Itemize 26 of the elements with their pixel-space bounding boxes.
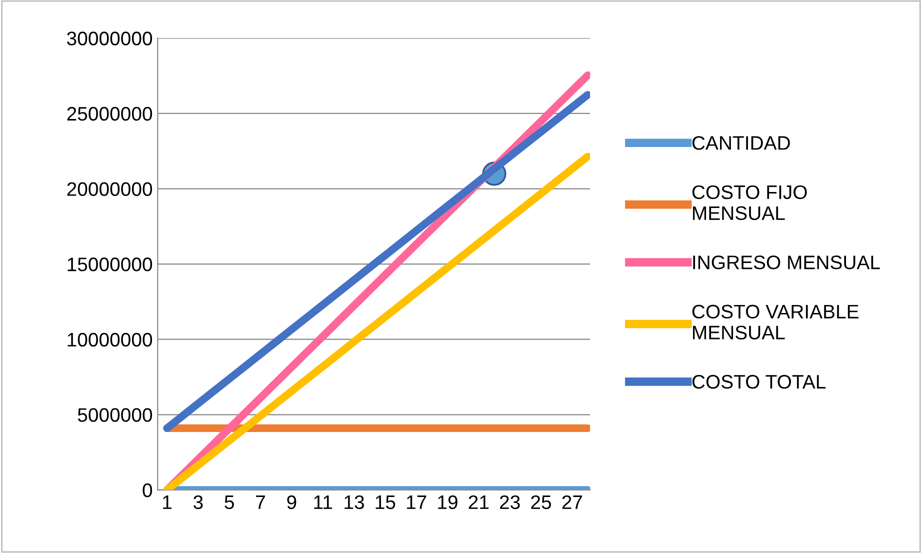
y-tick-label: 15000000	[68, 258, 152, 272]
x-tick-label: 23	[500, 495, 520, 510]
x-tick-label: 5	[224, 496, 234, 510]
legend-label: COSTO VARIABLE MENSUAL	[692, 304, 858, 340]
x-tick-label: 17	[407, 496, 426, 509]
x-tick-label: 21	[468, 495, 489, 509]
legend-label: COSTO FIJO MENSUAL	[692, 185, 807, 220]
x-tick-label: 7	[256, 496, 265, 509]
y-tick-label: 5000000	[78, 408, 152, 422]
x-tick-label: 1	[163, 496, 172, 509]
legend-label: INGRESO MENSUAL	[693, 256, 880, 270]
y-tick-label: 25000000	[67, 106, 152, 121]
x-tick-label: 27	[562, 495, 582, 509]
x-tick-label: 19	[438, 495, 458, 510]
x-tick-label: 11	[314, 496, 332, 509]
x-tick-label: 9	[287, 495, 296, 510]
y-tick-label: 20000000	[67, 182, 152, 196]
legend-label: COSTO TOTAL	[692, 374, 826, 389]
y-tick-label: 10000000	[68, 332, 152, 347]
x-tick-label: 3	[194, 495, 203, 510]
y-tick-label: 0	[142, 483, 152, 498]
x-tick-label: 25	[531, 495, 551, 510]
y-tick-label: 30000000	[67, 32, 152, 46]
x-tick-label: 15	[376, 496, 396, 510]
legend-label: CANTIDAD	[692, 136, 790, 150]
x-tick-label: 13	[344, 495, 364, 510]
